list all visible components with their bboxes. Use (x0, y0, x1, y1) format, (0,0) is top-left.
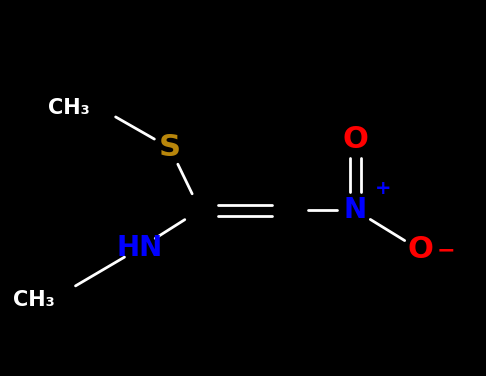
Text: N: N (344, 196, 366, 224)
Text: S: S (159, 133, 181, 162)
Text: O: O (342, 126, 368, 155)
Text: CH₃: CH₃ (13, 290, 55, 310)
Text: HN: HN (117, 234, 163, 262)
Text: CH₃: CH₃ (48, 98, 90, 118)
Text: +: + (375, 179, 392, 198)
Text: −: − (437, 240, 456, 260)
Text: O: O (407, 235, 433, 264)
